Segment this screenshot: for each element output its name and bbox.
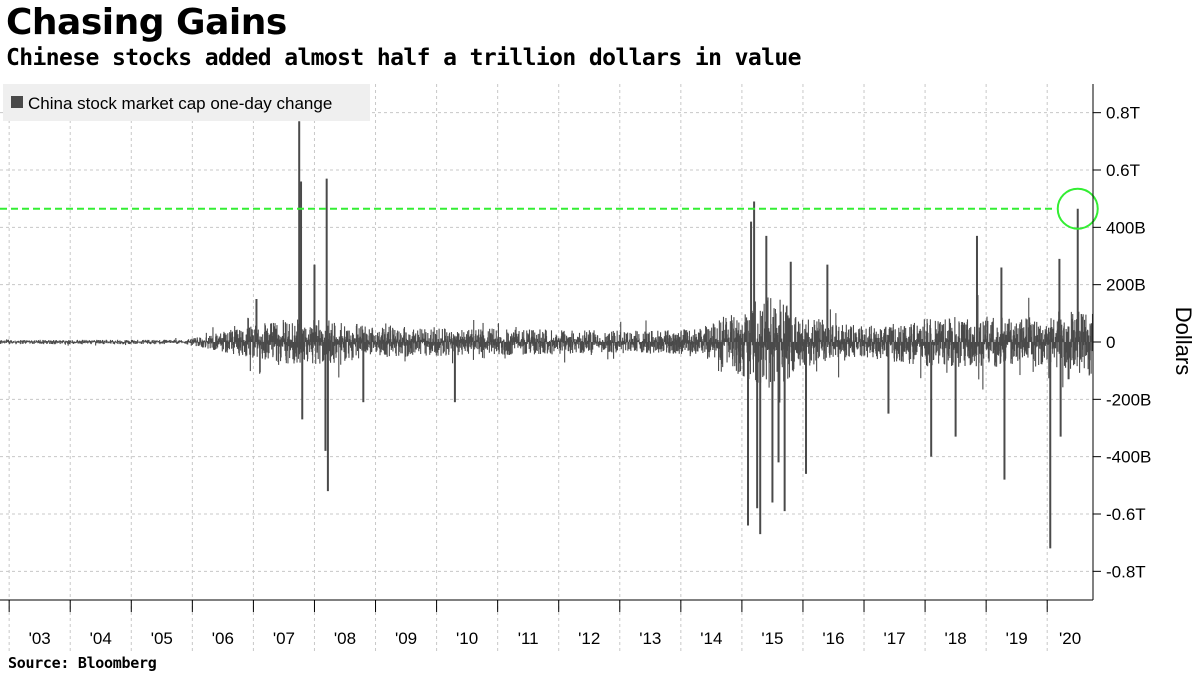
y-tick-label: -0.6T — [1106, 505, 1146, 524]
x-tick-label: '15 — [761, 629, 783, 648]
y-tick-label: 0.8T — [1106, 104, 1140, 123]
x-tick-label: '17 — [883, 629, 905, 648]
legend-background — [3, 84, 370, 121]
bar-series — [0, 121, 1094, 549]
x-tick-label: '12 — [578, 629, 600, 648]
chart-title: Chasing Gains — [6, 2, 287, 43]
legend: China stock market cap one-day change — [3, 84, 370, 121]
x-tick-label: '08 — [334, 629, 356, 648]
x-tick-label: '05 — [151, 629, 173, 648]
x-tick-label: '19 — [1006, 629, 1028, 648]
x-tick-label: '20 — [1059, 629, 1081, 648]
y-tick-label: 200B — [1106, 276, 1146, 295]
y-tick-label: -200B — [1106, 390, 1151, 409]
x-tick-label: '07 — [273, 629, 295, 648]
x-tick-label: '14 — [700, 629, 722, 648]
chart-subtitle: Chinese stocks added almost half a trill… — [6, 45, 801, 71]
x-tick-label: '03 — [29, 629, 51, 648]
x-tick-label: '11 — [518, 629, 539, 648]
legend-label: China stock market cap one-day change — [28, 94, 332, 113]
source-note: Source: Bloomberg — [8, 654, 157, 672]
highlight-circle — [1056, 187, 1099, 230]
y-tick-label: 400B — [1106, 218, 1146, 237]
x-tick-label: '10 — [456, 629, 478, 648]
y-axis-label: Dollars — [1171, 307, 1196, 375]
x-tick-label: '09 — [395, 629, 417, 648]
y-tick-label: -0.8T — [1106, 562, 1146, 581]
x-tick-label: '18 — [945, 629, 967, 648]
gridlines — [0, 84, 1093, 652]
reference-line — [0, 187, 1099, 230]
x-tick-label: '13 — [639, 629, 661, 648]
x-tick-label: '06 — [212, 629, 234, 648]
y-tick-label: -400B — [1106, 448, 1151, 467]
x-tick-label: '16 — [822, 629, 844, 648]
y-tick-label: 0 — [1106, 333, 1115, 352]
x-tick-label: '04 — [90, 629, 112, 648]
legend-swatch — [11, 96, 23, 108]
y-tick-label: 0.6T — [1106, 161, 1140, 180]
axes: 0.8T 0.6T 400B 200B 0 -200B -400B -0.6T -0.8T '03… — [0, 84, 1151, 648]
